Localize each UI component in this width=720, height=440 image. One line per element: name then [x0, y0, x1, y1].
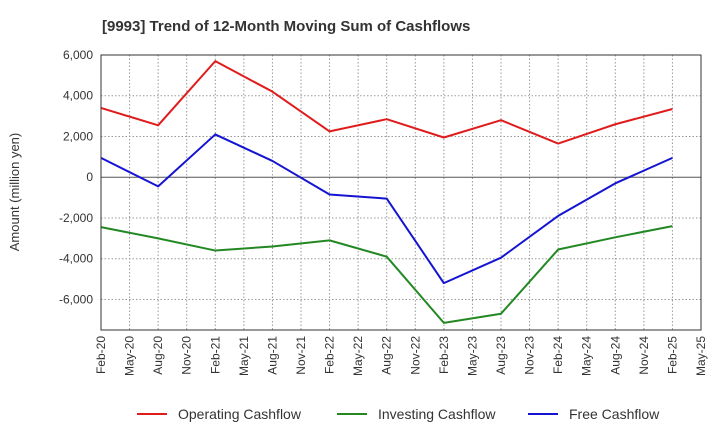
x-tick-labels: Feb-20 May-20 Aug-20 Nov-20 Feb-21 May-21 Aug-…: [94, 336, 708, 376]
x-tick-label: Nov-20: [180, 336, 194, 375]
y-tick-label: 0: [86, 170, 93, 184]
legend-label-investing-cashflow: Investing Cashflow: [378, 406, 496, 422]
legend-label-operating-cashflow: Operating Cashflow: [178, 406, 302, 422]
x-tick-label: May-20: [123, 336, 137, 376]
legend-label-free-cashflow: Free Cashflow: [569, 406, 660, 422]
x-tick-label: Nov-23: [523, 336, 537, 375]
grid: [100, 54, 702, 330]
x-tick-label: Feb-24: [551, 336, 565, 374]
x-tick-label: Nov-22: [408, 336, 422, 375]
x-tick-label: Feb-25: [665, 336, 679, 374]
x-tick-label: Aug-24: [608, 336, 622, 375]
x-tick-label: Aug-22: [380, 336, 394, 375]
y-axis-label: Amount (million yen): [7, 133, 22, 252]
x-tick-label: May-24: [580, 336, 594, 376]
series-lines: [100, 60, 673, 324]
x-tick-label: Feb-20: [94, 336, 108, 374]
x-tick-label: Aug-21: [265, 336, 279, 375]
plot-frame: [100, 54, 702, 331]
x-tick-label: Aug-20: [151, 336, 165, 375]
investing-cashflow-line: [100, 225, 673, 324]
x-tick-label: Aug-23: [494, 336, 508, 375]
y-tick-label: 4,000: [63, 89, 93, 103]
operating-cashflow-line: [100, 60, 673, 145]
x-tick-label: May-22: [351, 336, 365, 376]
y-tick-label: -6,000: [59, 292, 93, 306]
chart-title: [9993] Trend of 12-Month Moving Sum of C…: [102, 18, 470, 35]
x-tick-label: Feb-23: [437, 336, 451, 374]
y-tick-label: -2,000: [59, 211, 93, 225]
free-cashflow-line: [100, 133, 673, 285]
x-tick-label: May-23: [465, 336, 479, 376]
y-tick-label: 2,000: [63, 129, 93, 143]
axes: [100, 54, 702, 331]
x-tick-label: Nov-24: [637, 336, 651, 375]
x-tick-label: May-21: [237, 336, 251, 376]
legend: Operating Cashflow Investing Cashflow Free…: [137, 406, 660, 422]
x-tick-label: Nov-21: [294, 336, 308, 375]
y-tick-label: 6,000: [63, 48, 93, 62]
y-tick-labels: 6,000 4,000 2,000 0 -2,000 -4,000 -6,000: [59, 48, 93, 306]
x-tick-label: Feb-21: [208, 336, 222, 374]
x-tick-label: Feb-22: [323, 336, 337, 374]
x-tick-label: May-25: [694, 336, 708, 376]
y-tick-label: -4,000: [59, 252, 93, 266]
